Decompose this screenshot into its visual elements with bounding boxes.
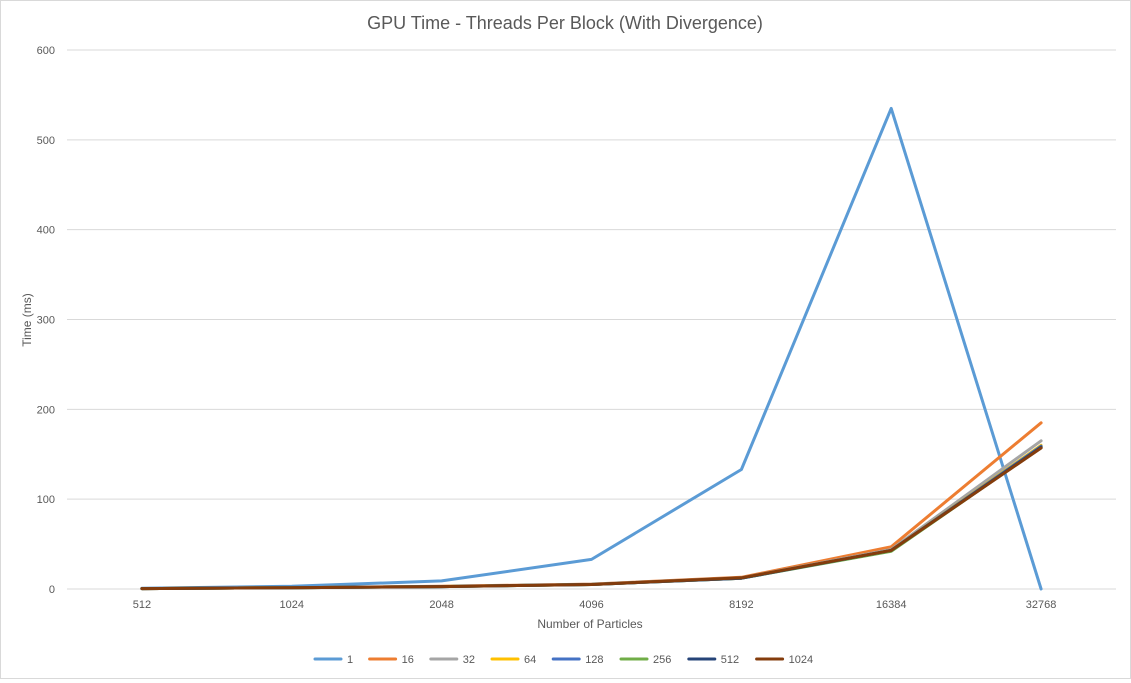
series-line-32 [140,439,1043,591]
series-line-1 [140,106,1043,591]
legend-label: 128 [585,654,603,666]
x-tick-label: 32768 [1026,599,1057,611]
legend-label: 256 [653,654,671,666]
y-tick-label: 300 [37,315,55,327]
legend-label: 16 [402,654,414,666]
legend-label: 32 [463,654,475,666]
x-tick-label: 8192 [729,599,753,611]
x-tick-label: 4096 [579,599,603,611]
x-tick-label: 512 [133,599,151,611]
series-line-256 [140,445,1043,591]
y-tick-label: 200 [37,404,55,416]
legend-item-16: 16 [368,654,414,666]
legend-item-256: 256 [619,654,671,666]
x-tick-label: 1024 [280,599,304,611]
legend-item-128: 128 [551,654,604,666]
chart-title: GPU Time - Threads Per Block (With Diver… [367,13,763,33]
legend-item-512: 512 [687,654,739,666]
legend-item-64: 64 [490,654,536,666]
series-line-64 [140,443,1043,591]
y-axis: 0 100 200 300 400 500 600 [37,45,55,596]
legend-label: 512 [721,654,739,666]
series-line-1024 [140,446,1043,591]
legend-label: 1 [347,654,353,666]
y-tick-label: 100 [37,494,55,506]
series-lines [140,106,1043,591]
y-tick-label: 600 [37,45,55,57]
x-tick-label: 16384 [876,599,907,611]
legend-item-1024: 1024 [755,654,813,666]
y-tick-label: 500 [37,135,55,147]
series-line-16 [140,421,1043,591]
legend-item-32: 32 [429,654,475,666]
y-tick-label: 0 [49,584,55,596]
series-line-512 [140,445,1043,591]
legend: 1 16 32 64 128 256 512 1024 [313,654,813,666]
x-axis: 512 1024 2048 4096 8192 16384 32768 [133,599,1057,611]
x-axis-title: Number of Particles [537,617,642,631]
y-tick-label: 400 [37,225,55,237]
series-line-128 [140,444,1043,591]
y-axis-title: Time (ms) [20,293,34,347]
legend-label: 1024 [789,654,813,666]
gridlines [67,49,1116,590]
legend-label: 64 [524,654,536,666]
x-tick-label: 2048 [429,599,453,611]
legend-item-1: 1 [313,654,353,666]
